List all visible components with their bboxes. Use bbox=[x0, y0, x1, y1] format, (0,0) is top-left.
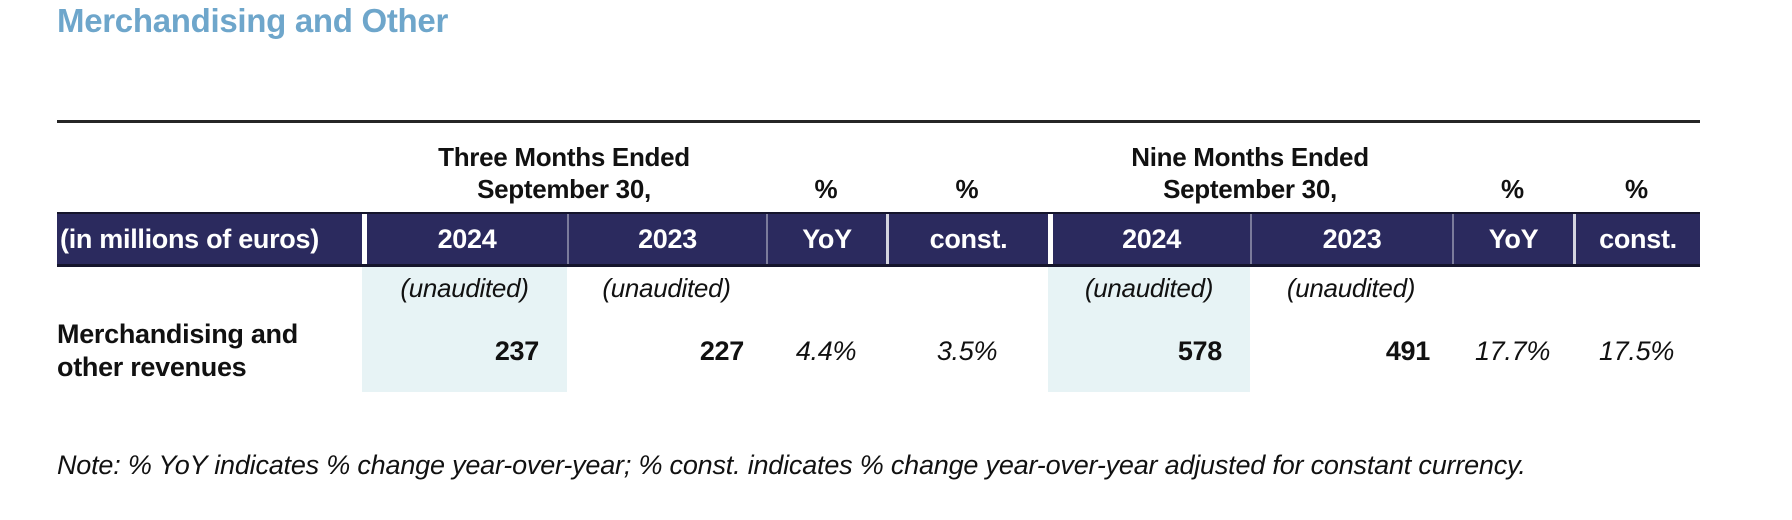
group-header-line1: Three Months Ended bbox=[438, 142, 690, 172]
table-group-header-row: Three Months Ended September 30, % % Nin… bbox=[57, 123, 1700, 212]
col-header-2023-9m: 2023 bbox=[1250, 214, 1452, 264]
pct-header-yoy-3m: % bbox=[814, 174, 838, 204]
col-header-yoy-3m: YoY bbox=[766, 214, 886, 264]
table-unaudited-row: (unaudited) (unaudited) (unaudited) (una… bbox=[57, 267, 1700, 310]
page-title: Merchandising and Other bbox=[57, 2, 448, 39]
footnote: Note: % YoY indicates % change year-over… bbox=[57, 450, 1526, 480]
value-2023-9m: 491 bbox=[1385, 335, 1430, 366]
col-header-yoy-9m: YoY bbox=[1452, 214, 1573, 264]
pct-header-const-3m: % bbox=[955, 174, 979, 204]
unaudited-2023-9m: (unaudited) bbox=[1286, 273, 1416, 303]
group-header-three-months: Three Months Ended September 30, bbox=[362, 123, 766, 212]
unaudited-2023-3m: (unaudited) bbox=[602, 273, 731, 303]
col-header-2024-9m: 2024 bbox=[1048, 214, 1250, 264]
row-label: Merchandising and other revenues bbox=[57, 319, 298, 382]
unaudited-2024-9m: (unaudited) bbox=[1048, 267, 1250, 310]
table-column-header-row: (in millions of euros) 2024 2023 YoY con… bbox=[57, 212, 1700, 267]
group-header-line2: September 30, bbox=[1163, 174, 1337, 204]
group-header-spacer bbox=[57, 123, 362, 212]
unaudited-spacer bbox=[886, 267, 1048, 310]
table-row: Merchandising and other revenues 237 227… bbox=[57, 310, 1700, 392]
value-yoy-9m: 17.7% bbox=[1474, 335, 1551, 366]
col-header-2023-3m: 2023 bbox=[567, 214, 766, 264]
value-2023-3m: 227 bbox=[699, 335, 744, 366]
col-header-const-9m: const. bbox=[1573, 214, 1700, 264]
group-header-line2: September 30, bbox=[477, 174, 651, 204]
value-2024-9m: 578 bbox=[1048, 310, 1250, 392]
col-header-const-3m: const. bbox=[886, 214, 1048, 264]
unaudited-2024-3m: (unaudited) bbox=[362, 267, 567, 310]
unaudited-spacer bbox=[1452, 267, 1573, 310]
revenue-table: Three Months Ended September 30, % % Nin… bbox=[57, 120, 1700, 392]
unaudited-spacer bbox=[766, 267, 886, 310]
unaudited-spacer bbox=[57, 267, 362, 310]
col-header-units: (in millions of euros) bbox=[60, 223, 319, 254]
col-header-2024-3m: 2024 bbox=[362, 214, 567, 264]
value-yoy-3m: 4.4% bbox=[795, 335, 857, 366]
pct-header-const-9m: % bbox=[1624, 174, 1649, 204]
group-header-line1: Nine Months Ended bbox=[1131, 142, 1369, 172]
value-2024-3m: 237 bbox=[362, 310, 567, 392]
value-const-9m: 17.5% bbox=[1598, 335, 1675, 366]
pct-header-yoy-9m: % bbox=[1500, 174, 1525, 204]
group-header-nine-months: Nine Months Ended September 30, bbox=[1048, 123, 1452, 212]
value-const-3m: 3.5% bbox=[936, 335, 998, 366]
unaudited-spacer bbox=[1573, 267, 1700, 310]
